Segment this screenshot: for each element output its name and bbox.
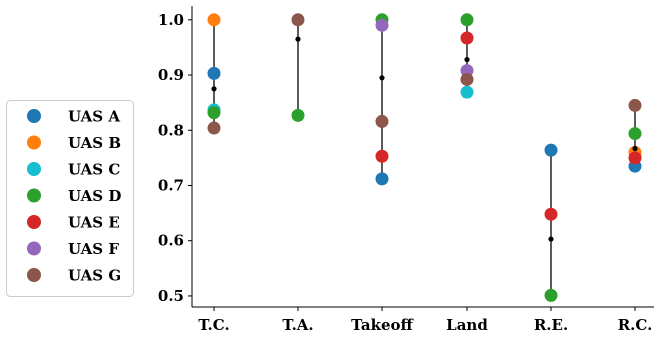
- axes: 0.5 0.6 0.7 0.8 0.9 1.0 T.C. T.A. Takeoff Land R.E…: [158, 6, 654, 334]
- mean-marker: [211, 86, 217, 92]
- legend-label-uas-e: UAS E: [68, 214, 120, 232]
- mean-marker: [548, 236, 554, 242]
- x-tick-label: T.C.: [198, 316, 229, 334]
- point-uas-a: [207, 66, 221, 80]
- y-tick-label: 0.6: [158, 232, 184, 250]
- point-uas-g: [207, 121, 221, 135]
- legend-marker-uas-d: [27, 188, 41, 203]
- point-uas-c: [460, 85, 474, 99]
- range-bars: [209, 19, 640, 297]
- point-uas-g: [460, 72, 474, 86]
- legend-marker-uas-b: [27, 135, 41, 150]
- legend-label-uas-d: UAS D: [68, 187, 121, 205]
- legend-marker-uas-e: [27, 215, 41, 229]
- x-tick-label: R.C.: [618, 316, 653, 334]
- mean-marker: [295, 36, 301, 42]
- y-tick-label: 0.9: [158, 66, 184, 84]
- y-tick-label: 0.7: [158, 176, 184, 194]
- legend: UAS A UAS B UAS C UAS D UAS E UAS F UAS G: [6, 100, 134, 297]
- mean-marker: [632, 145, 638, 152]
- point-uas-a: [375, 172, 389, 186]
- point-uas-d: [628, 127, 642, 141]
- point-uas-g: [291, 13, 305, 27]
- x-tick-label: R.E.: [534, 316, 568, 334]
- mean-marker: [379, 75, 385, 81]
- point-uas-d: [207, 106, 221, 120]
- point-uas-g: [628, 98, 642, 112]
- point-uas-e: [628, 151, 642, 165]
- legend-marker-uas-f: [27, 241, 41, 256]
- point-uas-f: [375, 18, 389, 32]
- x-tick-label: Takeoff: [351, 316, 414, 334]
- point-uas-g: [375, 114, 389, 128]
- legend-label-uas-g: UAS G: [68, 267, 121, 285]
- legend-marker-uas-a: [27, 109, 41, 123]
- legend-marker-uas-g: [27, 268, 41, 282]
- legend-label-uas-b: UAS B: [68, 134, 121, 152]
- mean-markers: [211, 36, 638, 242]
- legend-label-uas-c: UAS C: [68, 161, 120, 179]
- x-tick-label: Land: [446, 316, 488, 334]
- y-tick-label: 1.0: [158, 11, 184, 29]
- point-uas-e: [544, 207, 558, 221]
- legend-label-uas-f: UAS F: [68, 240, 119, 258]
- data-points: [207, 13, 642, 302]
- y-tick-label: 0.8: [158, 121, 184, 139]
- mean-marker: [464, 56, 470, 63]
- legend-label-uas-a: UAS A: [68, 108, 120, 126]
- point-uas-e: [460, 31, 474, 45]
- point-uas-a: [544, 143, 558, 157]
- point-uas-d: [460, 13, 474, 27]
- point-uas-d: [544, 288, 558, 302]
- y-tick-label: 0.5: [158, 287, 184, 305]
- point-uas-e: [375, 149, 389, 163]
- x-tick-label: T.A.: [282, 316, 313, 334]
- point-uas-d: [291, 108, 305, 122]
- legend-marker-uas-c: [27, 162, 41, 176]
- point-uas-b: [207, 13, 221, 27]
